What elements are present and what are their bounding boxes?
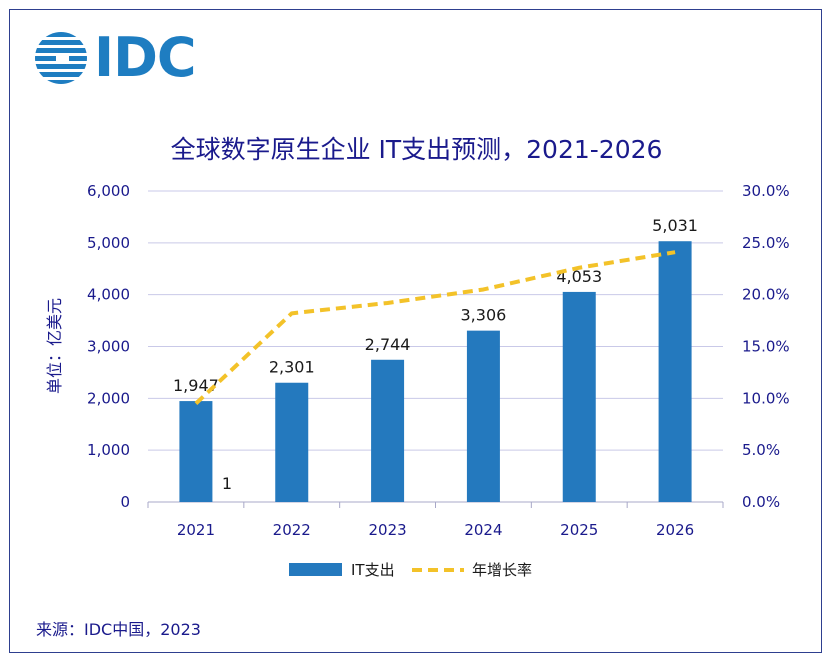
x-tick-label: 2026: [656, 521, 694, 539]
annotation-label: 1: [222, 474, 232, 493]
x-tick-label: 2022: [273, 521, 311, 539]
y-axis-title: 单位：亿美元: [45, 298, 64, 394]
y-tick-label: 1,000: [87, 441, 130, 459]
bar: [179, 401, 213, 502]
y2-tick-label: 0.0%: [742, 493, 780, 511]
bar: [275, 382, 309, 502]
bar: [466, 330, 500, 502]
bar-value-label: 1,947: [173, 376, 219, 395]
idc-globe-icon: [35, 32, 87, 84]
bar: [371, 359, 405, 502]
y2-tick-label: 15.0%: [742, 338, 790, 356]
x-tick-label: 2025: [560, 521, 598, 539]
x-tick-label: 2021: [177, 521, 215, 539]
y2-tick-label: 25.0%: [742, 234, 790, 252]
idc-logo: IDC: [32, 26, 197, 89]
x-tick-label: 2024: [464, 521, 502, 539]
y-tick-label: 4,000: [87, 286, 130, 304]
bar-value-label: 2,301: [269, 358, 315, 377]
y-tick-label: 0: [120, 493, 130, 511]
y-tick-label: 6,000: [87, 182, 130, 200]
chart-title: 全球数字原生企业 IT支出预测，2021-2026: [170, 135, 663, 164]
bar-value-label: 5,031: [652, 216, 698, 235]
y2-tick-label: 5.0%: [742, 441, 780, 459]
growth-rate-line: [194, 250, 676, 405]
y2-tick-label: 10.0%: [742, 389, 790, 407]
bar-value-label: 4,053: [556, 267, 602, 286]
x-tick-label: 2023: [368, 521, 406, 539]
logo-text: IDC: [94, 26, 197, 89]
bar: [658, 241, 692, 502]
bar-value-label: 3,306: [461, 306, 507, 325]
y-tick-label: 3,000: [87, 338, 130, 356]
bar: [562, 291, 596, 502]
y-tick-label: 5,000: [87, 234, 130, 252]
y2-tick-label: 20.0%: [742, 286, 790, 304]
legend-bar-swatch: [289, 563, 342, 576]
y-tick-label: 2,000: [87, 389, 130, 407]
source-note: 来源：IDC中国，2023: [36, 620, 201, 639]
legend-line-label: 年增长率: [472, 561, 532, 579]
legend-bar-label: IT支出: [351, 561, 395, 579]
y2-tick-label: 30.0%: [742, 182, 790, 200]
bar-value-label: 2,744: [365, 335, 411, 354]
